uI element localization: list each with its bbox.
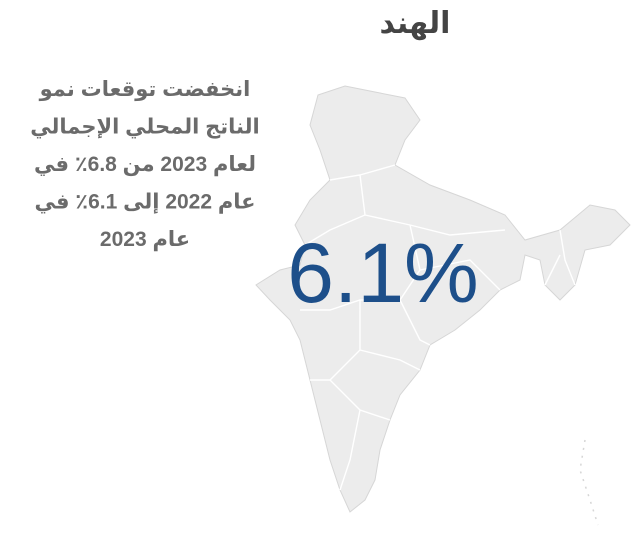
state-borders <box>300 164 576 491</box>
india-map <box>255 85 631 526</box>
islands <box>579 439 599 526</box>
title: الهند <box>380 7 451 40</box>
description-line: لعام 2023 من 6.8٪ في <box>34 153 256 176</box>
description-line: انخفضت توقعات نمو <box>39 78 251 101</box>
description-line: الناتج المحلي الإجمالي <box>30 116 259 139</box>
highlight-value: 6.1% <box>287 226 478 320</box>
description-line: عام 2022 إلى 6.1٪ في <box>34 191 255 214</box>
country-shape <box>255 85 631 513</box>
description: انخفضت توقعات نمو الناتج المحلي الإجمالي ل… <box>30 78 259 251</box>
description-line: عام 2023 <box>100 228 190 251</box>
